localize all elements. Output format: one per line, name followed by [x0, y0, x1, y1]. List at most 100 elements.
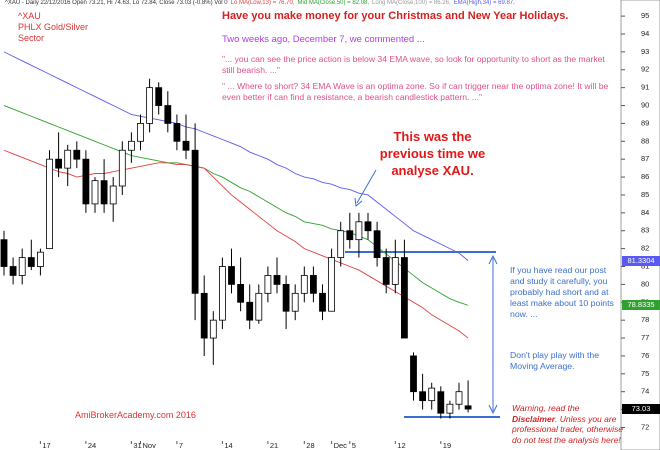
warning-text: Warning, read the [512, 403, 580, 413]
header: ^XAU - Daily 22/12/2016 Open 73.21, Hi 7… [2, 0, 515, 8]
candle-body [9, 266, 17, 276]
y-tick-label: 94 [641, 29, 649, 38]
arrow-heads [488, 254, 498, 415]
y-tick-label: 82 [641, 244, 649, 253]
last-value-label: 78.8335 [622, 300, 660, 311]
candle-body [91, 180, 99, 205]
pointer-head [354, 197, 363, 207]
candle-body [273, 275, 281, 285]
candle-body [109, 185, 117, 205]
symbol: ^XAU PHLX Gold/Silver Sector [18, 11, 88, 44]
candle-body [127, 140, 135, 151]
candle-body [309, 275, 317, 294]
candle-body [237, 283, 245, 303]
y-tick-label: 86 [641, 172, 649, 181]
symbol-line: ^XAU [18, 11, 41, 21]
result-note: If you have read our post and study it c… [510, 265, 614, 319]
candle-body [155, 87, 163, 106]
y-tick-label: 84 [641, 208, 649, 217]
candle-body [255, 292, 263, 321]
candle-body [182, 140, 190, 151]
candle-body [64, 149, 72, 169]
x-tick-label: 12 [397, 441, 405, 450]
y-tick-label: 83 [641, 226, 649, 235]
x-tick-label: 31 [133, 441, 141, 450]
x-tick-label: 21 [270, 441, 278, 450]
candle-body [73, 149, 81, 160]
candle-body [364, 221, 372, 232]
x-tick-label: 19 [443, 441, 451, 450]
y-tick-label: 75 [641, 369, 649, 378]
candle-body [18, 257, 26, 276]
y-tick-label: 81 [641, 261, 649, 270]
candle-body [137, 123, 144, 142]
y-tick-label: 93 [641, 47, 649, 56]
candle-body [382, 257, 390, 285]
y-tick-label: 90 [641, 101, 649, 110]
candle-body [328, 257, 336, 312]
site: AmiBrokerAcademy.com 2016 [75, 410, 196, 420]
candle-body [346, 230, 354, 241]
candle-body [173, 123, 181, 142]
candle-body [282, 283, 290, 312]
candle-body [82, 158, 90, 205]
y-tick-label: 85 [641, 190, 649, 199]
axis-panel [620, 0, 660, 450]
x-tick-label: Nov [143, 441, 157, 450]
candle-body [100, 180, 108, 205]
last-value-label: 73.03 [622, 404, 660, 415]
candle-body [46, 158, 53, 250]
candle-body [246, 301, 254, 321]
warning-text: . Unless you are professional trader, ot… [512, 413, 624, 445]
candle-body [55, 158, 62, 169]
x-tick-label: 7 [179, 441, 183, 450]
candle-body [200, 292, 208, 339]
disclaimer-link[interactable]: Disclaimer [512, 413, 555, 424]
title: Have you make money for your Christmas a… [222, 10, 569, 22]
candle-body [337, 230, 345, 258]
candle-body [37, 251, 44, 267]
candle-body [419, 391, 427, 402]
y-tick-label: 74 [641, 387, 649, 396]
callout: This was the previous time we analyse XA… [379, 129, 486, 178]
candle-body [118, 149, 126, 187]
candle-body [0, 239, 8, 267]
candle-body [400, 257, 408, 339]
quote: " ... Where to short? 34 EMA Wave is an … [222, 81, 609, 102]
ma-text: Long MA(Close,100) = 86.26, [372, 0, 451, 6]
y-tick-label: 77 [641, 333, 649, 342]
warning: Warning, read the Disclaimer. Unless you… [512, 403, 624, 446]
candle-body [228, 266, 235, 285]
ma-text: Lo MA(Low,13) = 76.70, [230, 0, 295, 6]
ma-line [3, 105, 469, 306]
y-tick-label: 72 [641, 422, 649, 431]
candle-body [437, 391, 445, 414]
y-tick-label: 95 [641, 11, 649, 20]
x-tick-label: Dec [334, 441, 348, 450]
x-tick-label: 5 [352, 441, 356, 450]
candle-body [164, 105, 172, 124]
ma-text: Mid MA(Close,50) = 82.08, [297, 0, 370, 6]
y-tick-label: 92 [641, 65, 649, 74]
candle-body [464, 405, 472, 410]
header-info: ^XAU - Daily 22/12/2016 Open 73.21, Hi 7… [5, 0, 228, 6]
ma-line [3, 51, 469, 261]
candle-body [146, 87, 154, 124]
y-tick-label: 89 [641, 118, 649, 127]
symbol-line: PHLX Gold/Silver [18, 22, 89, 32]
candle-body [300, 275, 308, 294]
candle-body [446, 403, 454, 414]
y-tick-label: 87 [641, 154, 649, 163]
x-tick-label: 14 [224, 441, 232, 450]
y-tick-label: 78 [641, 315, 649, 324]
candle-body [355, 221, 363, 241]
comment-intro: Two weeks ago, December 7, we commented … [222, 34, 425, 45]
candle-body [391, 257, 399, 285]
y-tick-label: 76 [641, 351, 649, 360]
ma-line [3, 149, 469, 339]
candle-body [264, 275, 272, 294]
advice-note: Don't play play with the Moving Average. [510, 350, 600, 371]
candle-body [209, 319, 217, 339]
candle-body [410, 355, 417, 393]
